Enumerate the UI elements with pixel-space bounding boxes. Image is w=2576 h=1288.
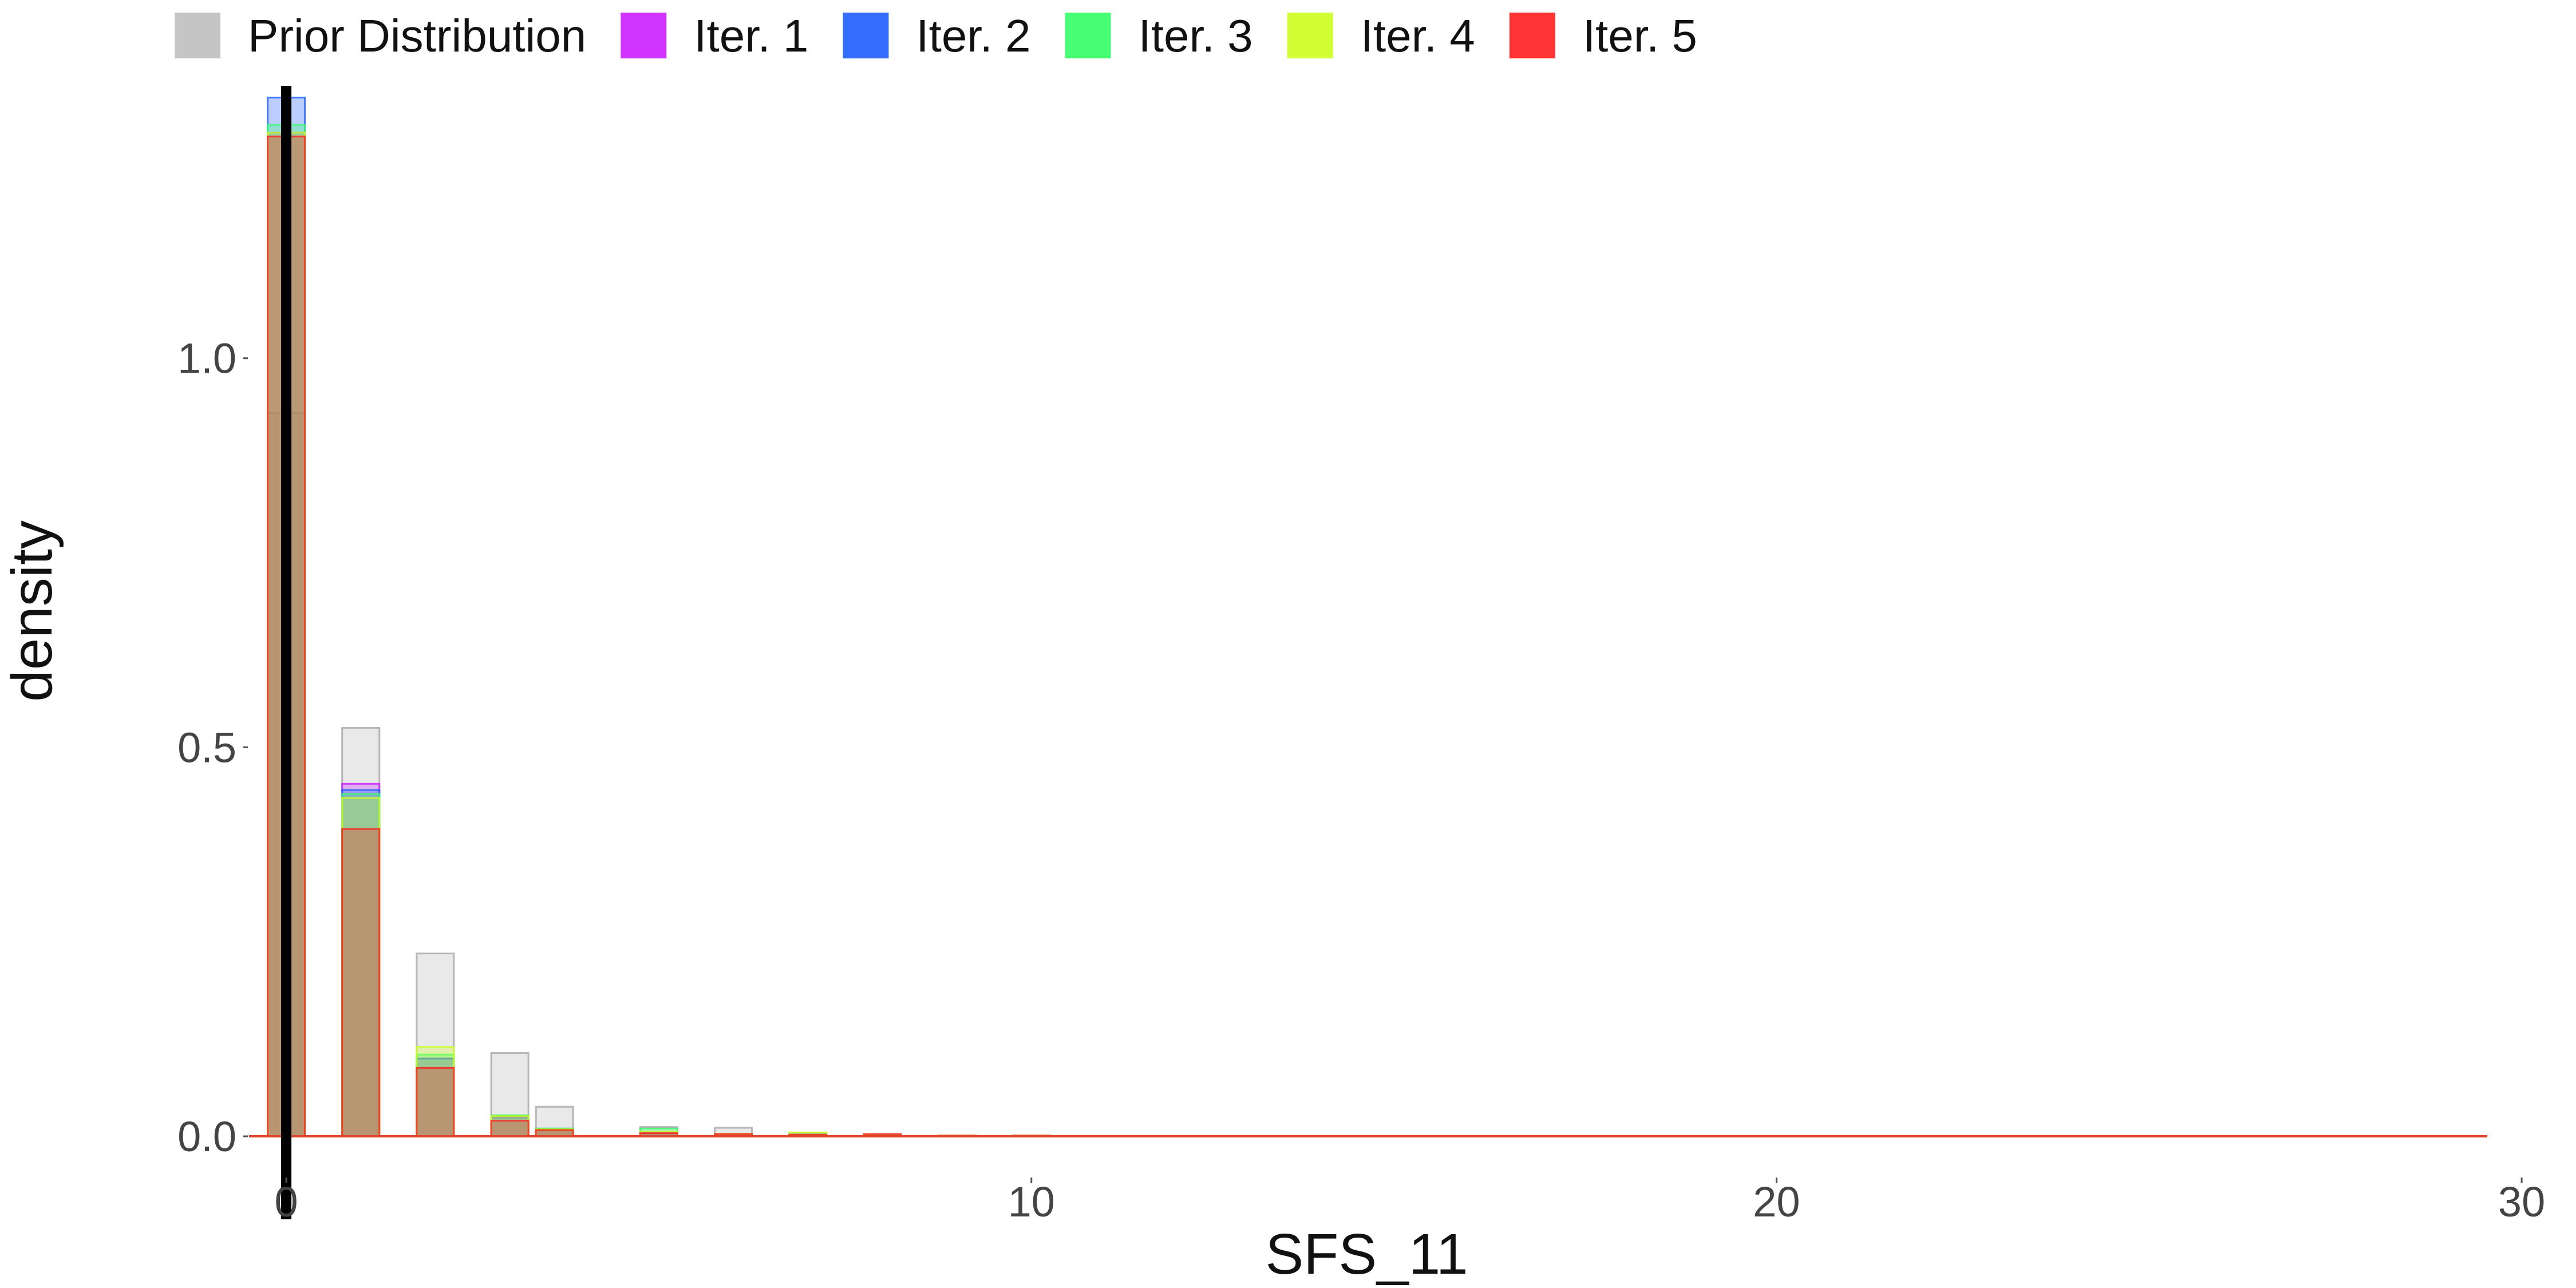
legend: Prior Distribution Iter. 1 Iter. 2 Iter. 3 I… [175,10,1697,61]
legend-label-iter-2: Iter. 2 [916,10,1030,61]
x-tick-label: 10 [1008,1178,1055,1226]
histogram-bars [267,96,1051,1137]
bar-iter-1-1 [341,783,381,1137]
legend-swatch-iter-4 [1287,13,1333,58]
legend-label-iter-4: Iter. 4 [1361,10,1475,61]
y-tick-label: 0.5 [177,724,236,771]
bar-iter-5-1 [341,828,381,1137]
x-tick-label: 20 [1753,1178,1800,1226]
legend-label-prior-distribution: Prior Distribution [248,10,586,61]
bar-iter-5-2 [416,1066,455,1137]
y-tick-label: 1.0 [177,335,236,382]
y-axis-ticks: 0.0 0.5 1.0 [177,335,248,1160]
legend-label-iter-1: Iter. 1 [694,10,808,61]
y-tick-label: 0.0 [177,1113,236,1160]
legend-swatch-iter-3 [1065,13,1111,58]
legend-swatch-prior-distribution [175,13,220,58]
legend-label-iter-5: Iter. 5 [1583,10,1697,61]
bar-prior-distribution-1 [341,726,381,1137]
y-axis-title: density [0,520,64,702]
bar-iter-5-3 [490,1120,530,1137]
legend-swatch-iter-5 [1509,13,1555,58]
bar-prior-distribution-3 [490,1052,530,1137]
x-axis-title: SFS_11 [1266,1222,1468,1286]
x-tick-label: 30 [2498,1178,2545,1226]
legend-label-iter-3: Iter. 3 [1139,10,1253,61]
legend-swatch-iter-2 [843,13,889,58]
x-axis-ticks: 0 10 20 30 [275,1178,2545,1226]
legend-swatch-iter-1 [621,13,667,58]
x-tick-label: 0 [275,1178,298,1226]
